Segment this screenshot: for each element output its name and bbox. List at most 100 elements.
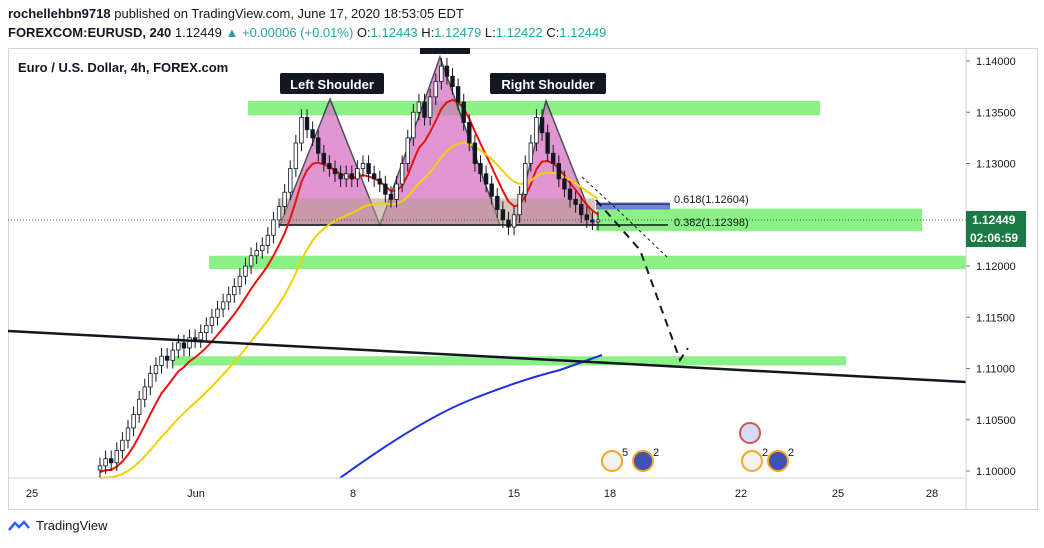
candle-body[interactable] [556,163,562,180]
candle-body[interactable] [321,152,327,164]
candle-body[interactable] [276,206,282,221]
candle-body[interactable] [310,129,315,139]
candle-body[interactable] [159,355,164,366]
us-flag-icon[interactable] [741,450,763,472]
candle-body[interactable] [567,188,573,200]
candle-body[interactable] [164,355,170,361]
candle-body[interactable] [226,294,231,303]
candle-body[interactable] [344,173,349,180]
candle-body[interactable] [573,198,578,205]
candle-body[interactable] [483,173,489,185]
candle-body[interactable] [243,265,248,277]
candle-body[interactable] [209,316,215,326]
candle-body[interactable] [467,122,472,144]
candle-body[interactable] [590,219,595,223]
candle-body[interactable] [433,81,438,98]
candle-body[interactable] [349,173,354,180]
tradingview-footer[interactable]: TradingView [8,518,108,533]
ema-mid-line[interactable] [99,141,599,480]
ema-slow-line[interactable] [339,354,603,479]
candle-body[interactable] [114,450,119,464]
candle-body[interactable] [271,219,276,236]
candle-body[interactable] [545,132,550,154]
price-zone[interactable] [209,255,966,270]
candle-body[interactable] [198,332,203,341]
candle-body[interactable] [136,398,142,416]
price-chart[interactable]: 1.140001.135001.130001.125001.120001.115… [0,0,1044,510]
candle-body[interactable] [495,195,500,211]
us-flag-icon[interactable] [601,450,623,472]
candle-body[interactable] [181,342,187,349]
candle-body[interactable] [489,183,494,197]
candle-body[interactable] [394,183,399,200]
candle-body[interactable] [355,168,360,180]
candle-body[interactable] [388,193,394,200]
candle-body[interactable] [108,458,114,464]
candle-body[interactable] [176,342,181,351]
pattern-label-box[interactable] [490,73,606,94]
candle-body[interactable] [450,75,455,88]
candle-body[interactable] [293,142,299,170]
fib-retracement-box[interactable] [596,202,670,210]
candle-body[interactable] [584,214,590,221]
candle-body[interactable] [332,168,338,175]
candle-body[interactable] [360,163,366,170]
candle-body[interactable] [427,96,433,118]
candle-body[interactable] [439,65,444,82]
author[interactable]: rochellehbn9718 [8,6,111,21]
candle-body[interactable] [327,163,332,170]
candle-body[interactable] [260,245,265,252]
candle-body[interactable] [472,142,478,164]
candle-body[interactable] [399,163,405,185]
candle-body[interactable] [187,337,192,349]
candle-body[interactable] [148,373,153,388]
candle-body[interactable] [103,458,108,467]
candle-body[interactable] [120,439,125,451]
candle-body[interactable] [539,116,545,134]
candle-body[interactable] [534,116,539,144]
candle-body[interactable] [444,65,450,77]
candle-body[interactable] [248,255,254,267]
candle-body[interactable] [153,365,159,375]
candle-body[interactable] [422,101,427,118]
candle-body[interactable] [551,152,556,164]
candle-body[interactable] [125,427,131,441]
chart-frame[interactable] [8,48,1038,510]
candle-body[interactable] [416,101,422,113]
candle-body[interactable] [237,275,243,287]
candle-body[interactable] [461,101,466,123]
candle-body[interactable] [220,301,226,310]
candle-body[interactable] [232,286,237,296]
projection-path[interactable] [595,199,689,363]
candle-body[interactable] [595,219,601,223]
eu-flag-icon[interactable] [767,450,789,472]
candle-body[interactable] [455,86,461,103]
candle-body[interactable] [528,142,534,164]
candle-body[interactable] [383,183,388,195]
ema-fast-line[interactable] [99,98,599,473]
candle-body[interactable] [411,111,416,139]
candle-body[interactable] [500,209,506,221]
candle-body[interactable] [579,204,584,216]
eu-flag-icon[interactable] [739,422,761,444]
candle-body[interactable] [265,234,271,246]
candle-body[interactable] [371,173,377,180]
price-zone[interactable] [172,356,846,366]
candle-body[interactable] [304,116,310,131]
pattern-label-box[interactable] [280,73,384,94]
candle-body[interactable] [478,163,483,175]
candle-body[interactable] [254,250,259,257]
candle-body[interactable] [299,116,304,144]
candle-body[interactable] [338,173,343,180]
candle-body[interactable] [366,163,371,175]
candle-body[interactable] [142,386,147,400]
candle-body[interactable] [288,168,293,193]
price-zone[interactable] [248,100,820,116]
eu-flag-icon[interactable] [632,450,654,472]
candle-body[interactable] [215,308,220,318]
candle-body[interactable] [97,465,103,471]
candle-body[interactable] [523,163,528,195]
last-price-tag[interactable] [966,210,1026,229]
candle-body[interactable] [511,214,517,228]
candle-body[interactable] [405,137,410,164]
